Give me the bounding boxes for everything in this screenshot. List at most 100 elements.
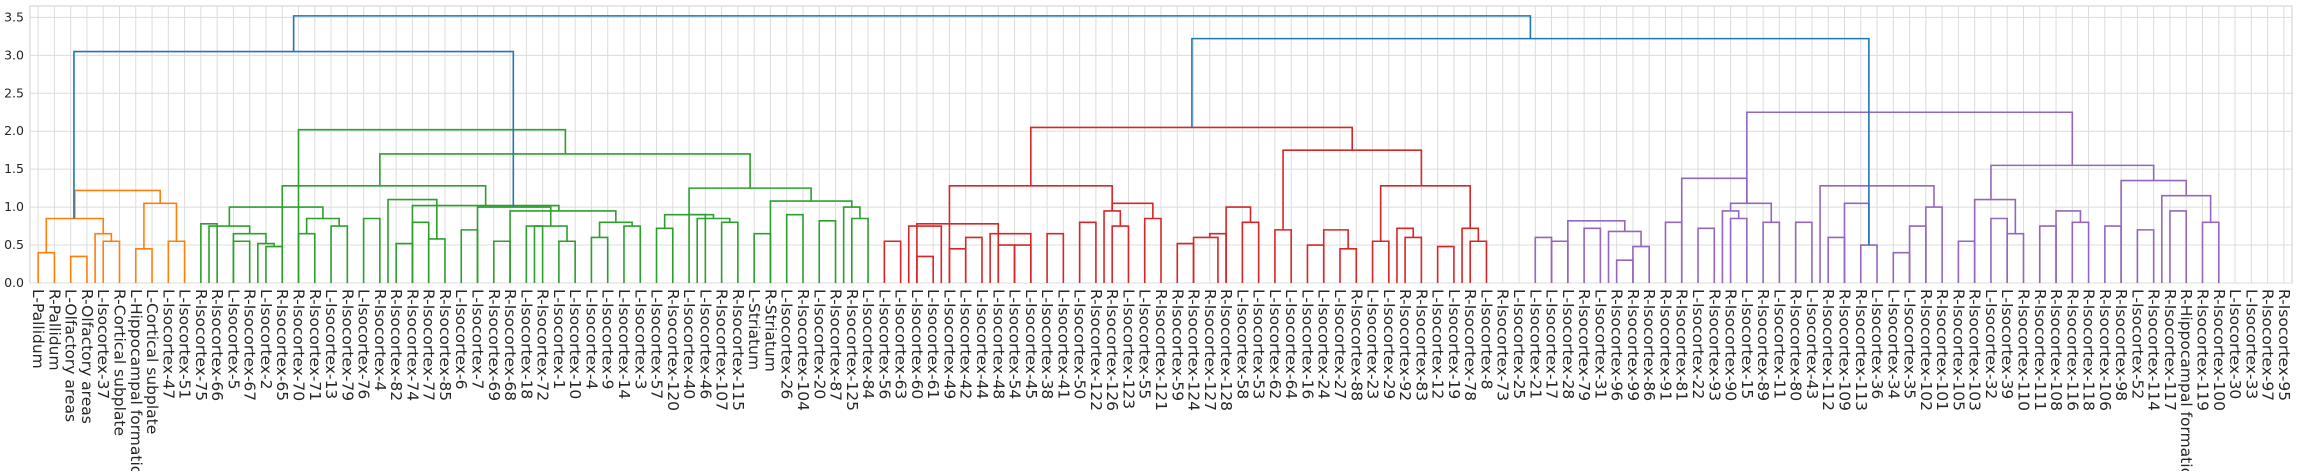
- leaf-label: L-Isocortex-35: [1901, 289, 1919, 399]
- dendrogram-link: [989, 232, 1032, 283]
- leaf-label: R-Striatum: [761, 289, 779, 372]
- dendrogram-link: [1078, 221, 1097, 283]
- dendrogram-link: [476, 206, 552, 283]
- dendrogram-link: [2071, 221, 2090, 283]
- leaf-label: R-Isocortex-106: [2096, 289, 2114, 411]
- leaf-label: L-Isocortex-58: [1233, 289, 1251, 399]
- dendrogram-link: [1046, 232, 1065, 283]
- leaf-label: L-Isocortex-34: [1884, 289, 1902, 399]
- leaf-label: R-Isocortex-120: [664, 289, 682, 411]
- dendrogram-link: [1322, 229, 1349, 283]
- leaf-label: R-Isocortex-96: [1608, 289, 1626, 401]
- leaf-label: R-Isocortex-104: [794, 289, 812, 411]
- leaf-label: L-Isocortex-28: [1559, 289, 1577, 399]
- leaf-label: R-Isocortex-80: [1787, 289, 1805, 401]
- dendrogram-links: [37, 15, 2220, 283]
- dendrogram-link: [1282, 149, 1423, 230]
- leaf-label: L-Isocortex-18: [517, 289, 535, 399]
- dendrogram-link: [297, 128, 567, 283]
- leaf-label: L-Isocortex-8: [1477, 289, 1495, 389]
- leaf-label: L-Isocortex-48: [989, 289, 1007, 399]
- dendrogram-link: [362, 217, 381, 283]
- leaf-label: L-Isocortex-15: [1738, 289, 1756, 399]
- leaf-label: L-Isocortex-36: [1868, 289, 1886, 399]
- dendrogram-link: [200, 223, 218, 283]
- dendrogram-link: [1030, 126, 1354, 186]
- leaf-label: R-Isocortex-101: [1933, 289, 1951, 411]
- leaf-label: R-Isocortex-59: [1168, 289, 1186, 401]
- leaf-label: R-Isocortex-66: [208, 289, 226, 401]
- leaf-label: R-Isocortex-122: [1087, 289, 1105, 411]
- leaf-label: R-Isocortex-81: [1673, 289, 1691, 401]
- y-tick-label: 0.0: [4, 275, 24, 290]
- leaf-label: L-Striatum: [745, 289, 763, 370]
- dendrogram-link: [292, 15, 1532, 52]
- leaf-label: R-Isocortex-73: [1494, 289, 1512, 401]
- dendrogram-link: [2201, 221, 2220, 283]
- leaf-label: R-Isocortex-98: [2112, 289, 2130, 401]
- leaf-label: L-Isocortex-84: [859, 289, 877, 399]
- leaf-label: R-Isocortex-112: [1819, 289, 1837, 411]
- leaf-label: R-Isocortex-118: [2080, 289, 2098, 411]
- leaf-label: R-Isocortex-97: [2259, 289, 2277, 401]
- leaf-label: R-Isocortex-114: [2145, 289, 2163, 411]
- leaf-label: L-Isocortex-19: [1445, 289, 1463, 399]
- dendrogram-link: [598, 221, 633, 238]
- leaf-label: L-Isocortex-24: [1315, 289, 1333, 399]
- dendrogram-link: [964, 236, 983, 283]
- leaf-label: L-Isocortex-42: [957, 289, 975, 399]
- leaf-label: L-Isocortex-13: [322, 289, 340, 399]
- dendrogram-link: [883, 240, 902, 283]
- leaf-label: L-Isocortex-76: [355, 289, 373, 399]
- dendrogram-link: [1607, 230, 1642, 283]
- dendrogram-link: [1925, 206, 1943, 283]
- dendrogram-link: [785, 213, 804, 283]
- leaf-label: R-Isocortex-87: [827, 289, 845, 401]
- leaf-label: L-Isocortex-20: [810, 289, 828, 399]
- leaf-label: R-Isocortex-79: [1575, 289, 1593, 401]
- y-tick-label: 2.5: [4, 85, 24, 100]
- leaf-label: L-Isocortex-32: [1982, 289, 2000, 399]
- leaf-label: L-Isocortex-11: [1770, 289, 1788, 399]
- leaf-label: R-Isocortex-110: [2014, 289, 2032, 411]
- leaf-label: R-Isocortex-124: [1185, 289, 1203, 411]
- leaf-label: R-Isocortex-92: [1396, 289, 1414, 401]
- dendrogram-link: [1973, 198, 2017, 283]
- leaf-label: L-Isocortex-26: [778, 289, 796, 399]
- dendrogram-link: [1697, 227, 1716, 283]
- leaf-label: L-Isocortex-49: [940, 289, 958, 399]
- dendrogram-link: [1567, 219, 1626, 283]
- leaf-label: R-Isocortex-72: [534, 289, 552, 401]
- leaf-label: L-Isocortex-30: [2226, 289, 2244, 399]
- leaf-label: R-Isocortex-91: [1656, 289, 1674, 401]
- dendrogram-link: [1859, 244, 1878, 283]
- leaf-label: L-Isocortex-14: [615, 289, 633, 399]
- leaf-label: L-Isocortex-44: [973, 289, 991, 399]
- leaf-label: R-Isocortex-111: [2031, 289, 2049, 411]
- leaf-label: L-Isocortex-40: [680, 289, 698, 399]
- leaf-label: L-Isocortex-33: [2242, 289, 2260, 399]
- leaf-label: R-Isocortex-99: [1624, 289, 1642, 401]
- leaf-label: R-Isocortex-90: [1722, 289, 1740, 401]
- leaf-label: L-Olfactory areas: [62, 289, 80, 422]
- leaf-label: L-Isocortex-1: [550, 289, 568, 389]
- dendrogram-link: [509, 210, 617, 283]
- dendrogram-link: [842, 206, 861, 283]
- leaf-label: R-Isocortex-100: [2210, 289, 2228, 411]
- dendrogram-link: [387, 198, 438, 283]
- leaf-label: L-Isocortex-50: [1071, 289, 1089, 399]
- leaf-label: L-Isocortex-46: [696, 289, 714, 399]
- leaf-label: L-Isocortex-5: [224, 289, 242, 389]
- leaf-label: L-Isocortex-47: [159, 289, 177, 399]
- leaf-label: L-Isocortex-123: [1119, 289, 1137, 409]
- leaf-label: L-Isocortex-16: [1298, 289, 1316, 399]
- leaf-label: L-Isocortex-2: [257, 289, 275, 389]
- dendrogram-link: [655, 227, 674, 283]
- dendrogram-link: [1583, 227, 1602, 283]
- leaf-label: R-Isocortex-103: [1966, 289, 1984, 411]
- dendrogram-link: [2136, 229, 2155, 283]
- leaf-label: R-Isocortex-82: [387, 289, 405, 401]
- leaf-label: L-Isocortex-55: [1136, 289, 1154, 399]
